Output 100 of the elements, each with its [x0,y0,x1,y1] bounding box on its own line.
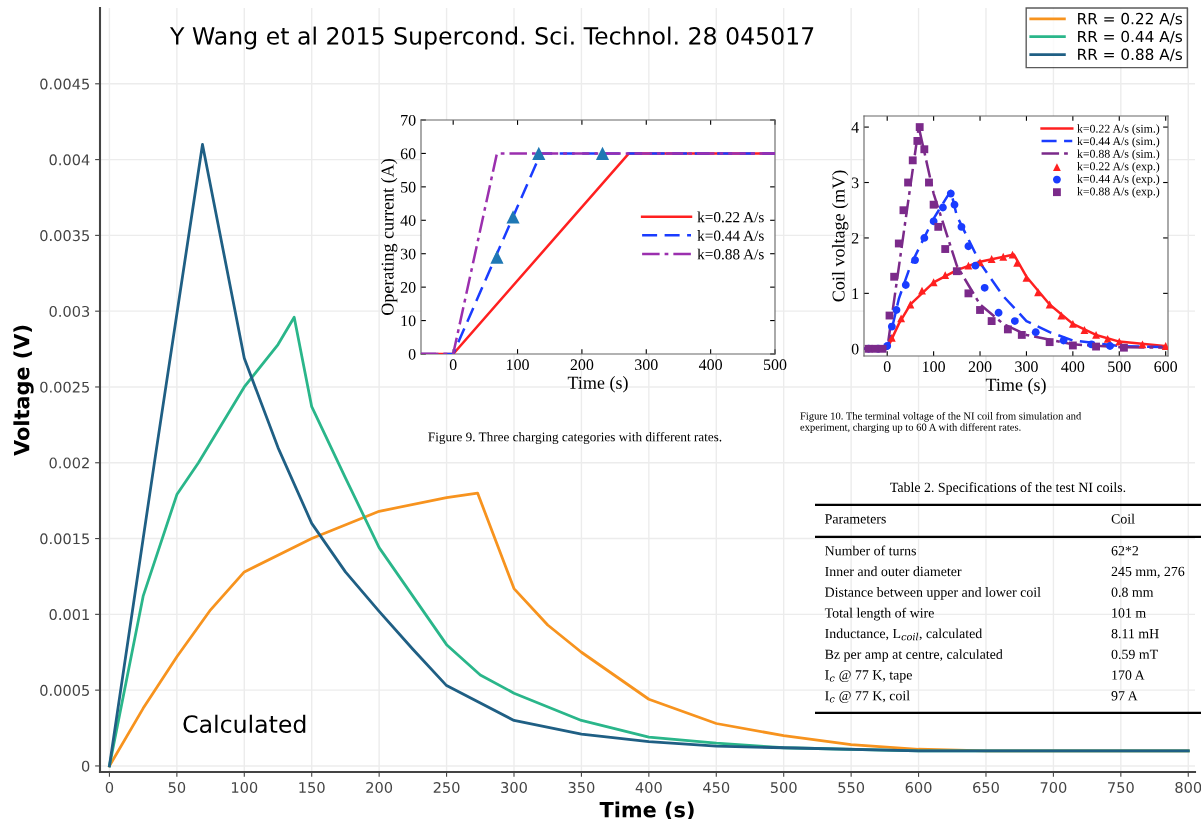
annotation: 97 A [1111,691,1138,701]
annotation: Inductance, L$_{coil}$, calculated [825,628,983,641]
point [1045,300,1054,309]
x-tick-label: 0 [105,781,114,794]
annotation: Inner and outer diameter [825,566,962,577]
x-tick-label: 350 [568,781,595,794]
y-tick-label: 0.0025 [40,381,89,393]
point [1068,319,1077,328]
y-tick-label: 10 [401,315,416,327]
legend-label: RR = 0.88 A/s [1078,48,1183,62]
point [929,200,938,209]
point [894,239,903,248]
point [911,256,919,265]
annotation: 62*2 [1111,546,1139,556]
point [1057,311,1066,320]
point [976,306,984,314]
annotation: Calculated [183,714,306,734]
x-tick-label: 550 [838,781,865,794]
point [915,123,924,132]
point [1003,325,1012,334]
x-tick-label: 500 [770,781,797,794]
legend-label: k=0.44 A/s (exp.) [1077,174,1160,186]
point [899,206,908,215]
point [1031,328,1040,337]
annotation: Bz per amp at centre, calculated [825,649,1003,662]
point [904,178,913,187]
point [918,286,926,295]
point [980,283,989,292]
point [1010,317,1019,326]
annotation: Coil [1111,513,1135,524]
x-tick-label: 650 [973,781,999,794]
legend-label: k=0.88 A/s (sim.) [1077,149,1160,161]
y-tick-label: 1 [852,288,859,299]
x-tick-label: 100 [506,359,529,371]
y-tick-label: 0.0015 [40,533,89,545]
annotation: 170 A [1112,670,1145,680]
point [1103,334,1112,343]
annotation: Y Wang et al 2015 Supercond. Sci. Technol. 28 045017 [169,26,814,50]
x-tick-label: 100 [231,781,258,794]
x-tick-label: 200 [968,361,992,373]
x-tick-label: 800 [1175,781,1201,794]
y-axis-title: Coil voltage (mV) [831,170,849,302]
annotation: Number of turns [825,545,916,556]
x-tick-label: 150 [299,781,325,794]
point [506,210,520,224]
point [971,261,980,270]
point [941,245,950,253]
x-tick-label: 200 [570,359,594,371]
y-tick-label: 0.0005 [40,684,89,696]
legend-label: RR = 0.22 A/s [1078,12,1183,26]
y-axis-title: Voltage (V) [13,325,34,456]
y-tick-label: 20 [400,282,416,293]
annotation: Figure 9. Three charging categories with different rates. [428,431,722,445]
point [1045,338,1054,347]
point [946,189,955,198]
annotation: 0.8 mm [1111,587,1154,597]
annotation: 0.59 mT [1111,649,1158,660]
legend-label: RR = 0.44 A/s [1078,30,1183,44]
x-tick-label: 600 [905,781,932,794]
point [994,308,1003,317]
point [1092,331,1100,339]
point [964,242,973,251]
annotation: I$_{c}$ @ 77 K, tape [825,670,912,683]
x-tick-label: 750 [1108,781,1134,794]
point [1106,342,1114,350]
legend-label: k=0.22 A/s (exp.) [1077,161,1160,173]
annotation: 245 mm, 276 [1111,566,1185,579]
point [906,300,915,309]
point [987,255,996,263]
x-tick-label: 450 [703,781,730,794]
x-tick-label: 300 [635,359,658,371]
x-tick-label: 400 [635,781,662,794]
point [925,178,933,187]
point [1059,336,1068,345]
y-tick-label: 70 [401,114,416,126]
point [1161,342,1168,350]
legend-label: k=0.44 A/s [697,230,764,241]
y-tick-label: 0 [408,348,416,360]
point [1034,288,1042,297]
point [890,272,899,281]
y-tick-label: 0 [81,760,90,772]
y-tick-label: 50 [401,181,416,193]
legend-label: k=0.88 A/s (exp.) [1077,187,1160,198]
text: Table 2. Specifications of the test NI coils. [890,482,1126,495]
x-tick-label: 0 [449,359,457,371]
annotation: Total length of wire [824,607,934,621]
x-axis-title: Time (s) [567,376,628,393]
point [964,261,973,270]
y-tick-label: 4 [851,122,859,133]
x-tick-label: 250 [433,781,460,794]
point [920,145,929,154]
x-tick-label: 50 [168,781,186,794]
point [964,289,973,298]
point [887,333,896,342]
y-tick-label: 0.002 [49,457,89,469]
x-axis-title: Time (s) [985,378,1046,395]
point [1080,326,1089,334]
point [1092,342,1100,351]
x-tick-label: 700 [1040,781,1067,794]
legend-label: k=0.22 A/s [697,211,764,223]
